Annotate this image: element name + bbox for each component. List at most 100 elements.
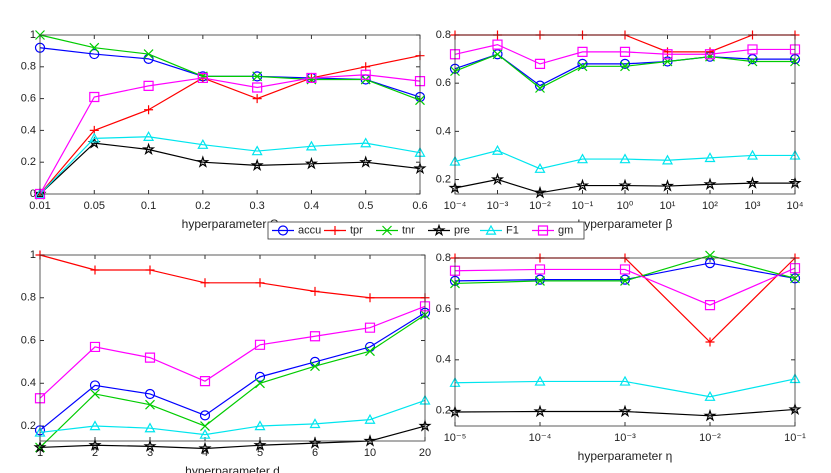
x-tick-label: 0.3 bbox=[249, 200, 264, 212]
y-tick-label: 0.6 bbox=[21, 93, 36, 105]
x-tick-label: 10⁴ bbox=[787, 200, 804, 212]
point-marker bbox=[33, 187, 47, 200]
x-tick-label: 10⁻⁴ bbox=[444, 200, 467, 212]
x-tick-label: 5 bbox=[257, 447, 263, 459]
chart-panel: 0.2 0.4 0.6 0.8 1 1 2 3 4 5 6 10 20 hyperparameter d bbox=[21, 249, 432, 473]
chart-panel: 0.2 0.4 0.6 0.8 10⁻⁴ 10⁻³ 10⁻² 10⁻¹ 10⁰ 10¹ 10² 10³… bbox=[436, 29, 804, 231]
point-marker bbox=[747, 54, 758, 65]
point-marker bbox=[618, 178, 632, 192]
x-tick-label: 10⁻³ bbox=[614, 432, 636, 444]
point-marker bbox=[310, 361, 320, 372]
series-line bbox=[39, 305, 426, 399]
point-marker bbox=[575, 178, 590, 192]
point-marker bbox=[197, 72, 208, 84]
point-marker bbox=[254, 420, 266, 431]
x-tick-label: 10³ bbox=[745, 200, 761, 212]
x-tick-label: 10⁻⁵ bbox=[444, 432, 467, 444]
x-tick-label: 4 bbox=[202, 447, 208, 459]
point-marker bbox=[34, 393, 46, 404]
point-marker bbox=[747, 44, 758, 55]
point-marker bbox=[535, 83, 545, 93]
series-line bbox=[39, 314, 426, 448]
point-marker bbox=[309, 418, 321, 429]
point-marker bbox=[360, 137, 372, 148]
point-marker bbox=[252, 71, 263, 82]
point-marker bbox=[662, 49, 673, 60]
y-tick-label: 0.4 bbox=[436, 354, 451, 366]
point-marker bbox=[143, 49, 154, 60]
plot-area bbox=[40, 35, 420, 194]
y-tick-label: 0.4 bbox=[436, 125, 451, 137]
chart-panel: 0.2 0.4 0.6 0.8 10⁻⁵ 10⁻⁴ 10⁻³ 10⁻² 10⁻¹ hyperpar… bbox=[436, 250, 806, 463]
point-marker bbox=[364, 322, 376, 333]
point-marker bbox=[199, 428, 211, 439]
series-line bbox=[39, 399, 426, 436]
point-marker bbox=[199, 376, 211, 387]
legend: accu tpr tnr pre F1 gm bbox=[267, 221, 585, 240]
x-axis-label: hyperparameter C bbox=[182, 217, 279, 231]
point-marker bbox=[309, 331, 321, 342]
x-tick-label: 10⁻² bbox=[699, 432, 721, 444]
point-marker bbox=[704, 49, 716, 60]
point-marker bbox=[255, 278, 265, 288]
point-marker bbox=[308, 436, 322, 449]
point-marker bbox=[705, 337, 715, 347]
series-line bbox=[39, 34, 421, 101]
point-marker bbox=[306, 72, 317, 84]
point-marker bbox=[533, 185, 547, 199]
point-marker bbox=[414, 76, 426, 87]
point-marker bbox=[88, 438, 102, 451]
point-marker bbox=[620, 61, 630, 72]
x-tick-label: 10² bbox=[702, 200, 718, 212]
point-marker bbox=[661, 154, 674, 165]
y-tick-label: 0.2 bbox=[21, 156, 36, 168]
point-marker bbox=[89, 341, 101, 353]
point-marker bbox=[89, 380, 101, 391]
point-marker bbox=[304, 156, 318, 170]
point-marker bbox=[198, 441, 212, 455]
point-marker bbox=[143, 439, 157, 452]
point-marker bbox=[199, 410, 211, 421]
point-marker bbox=[143, 53, 154, 64]
point-marker bbox=[419, 301, 431, 312]
point-marker bbox=[620, 275, 630, 286]
legend-label: accu bbox=[298, 224, 321, 236]
x-tick-label: 6 bbox=[312, 447, 318, 459]
point-marker bbox=[619, 58, 631, 69]
point-marker bbox=[310, 286, 320, 296]
x-axis-label: hyperparameter d bbox=[185, 464, 280, 473]
series-line bbox=[39, 55, 421, 195]
point-marker bbox=[789, 54, 801, 65]
y-tick-label: 0.6 bbox=[21, 334, 36, 346]
point-marker bbox=[449, 265, 461, 276]
point-marker bbox=[704, 390, 716, 401]
point-marker bbox=[143, 80, 154, 91]
point-marker bbox=[535, 275, 545, 286]
x-tick-label: 10⁻¹ bbox=[572, 200, 594, 212]
point-marker bbox=[200, 278, 210, 288]
point-marker bbox=[90, 265, 100, 275]
legend-label: gm bbox=[558, 224, 573, 236]
series-line bbox=[454, 378, 796, 398]
legend-label: F1 bbox=[506, 224, 519, 236]
x-tick-label: 10¹ bbox=[660, 200, 676, 212]
point-marker bbox=[364, 413, 376, 424]
y-tick-label: 1 bbox=[30, 29, 36, 41]
legend-label: tpr bbox=[350, 224, 363, 236]
point-marker bbox=[255, 378, 265, 389]
chart-panel: 0 0.2 0.4 0.6 0.8 1 0.01 0.05 0.1 0.2 0.3 0.4 0.5 0.6… bbox=[21, 29, 428, 231]
legend-label: pre bbox=[454, 224, 470, 236]
point-marker bbox=[365, 346, 375, 357]
x-tick-label: 0.05 bbox=[84, 200, 105, 212]
x-tick-label: 10⁻² bbox=[529, 200, 551, 212]
point-marker bbox=[359, 155, 373, 168]
x-axis-label: hyperparameter η bbox=[578, 449, 673, 463]
point-marker bbox=[619, 46, 631, 57]
point-marker bbox=[145, 265, 155, 275]
point-marker bbox=[660, 179, 675, 192]
point-marker bbox=[34, 188, 46, 199]
x-tick-label: 10 bbox=[364, 447, 376, 459]
x-tick-label: 2 bbox=[92, 447, 98, 459]
point-marker bbox=[746, 149, 759, 160]
legend-marker bbox=[330, 226, 340, 235]
